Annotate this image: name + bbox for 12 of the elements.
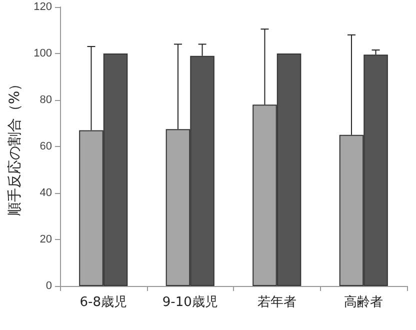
x-tick-label: 高齢者 — [344, 294, 384, 310]
y-tick-label: 20 — [40, 234, 52, 246]
y-tick-label: 40 — [40, 187, 52, 199]
y-axis-title: 順手反応の割合（%） — [7, 76, 23, 216]
x-tick-label: 9-10歳児 — [162, 295, 218, 310]
y-tick-label: 100 — [34, 48, 52, 60]
y-tick-label: 60 — [40, 140, 52, 152]
y-tick-label: 120 — [34, 1, 52, 13]
y-tick-label: 80 — [40, 94, 52, 106]
x-tick-label: 若年者 — [257, 295, 296, 310]
x-tick-label: 6-8歳児 — [80, 295, 127, 310]
y-tick-label: 0 — [46, 280, 52, 292]
